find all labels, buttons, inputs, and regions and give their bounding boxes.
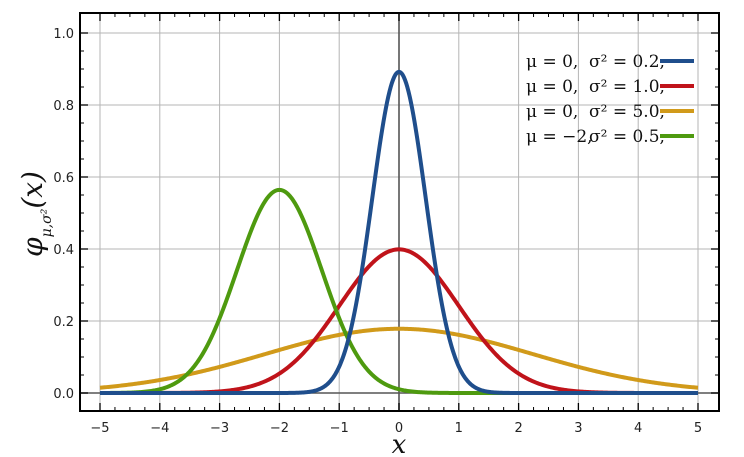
y-axis-title-phi: φ [16, 237, 49, 257]
x-tick-labels: −5 −4 −3 −2 −1 0 1 2 3 4 5 [90, 421, 702, 436]
x-tick-label: −3 [210, 421, 229, 436]
y-tick-label: 0.0 [53, 387, 74, 402]
x-tick-label: 0 [395, 421, 403, 436]
series-line-1 [99, 69, 699, 395]
legend-sigma-label: σ² = 1.0, [589, 77, 665, 97]
y-tick-label: 0.8 [53, 99, 74, 114]
x-axis-title: x [392, 430, 407, 457]
x-tick-label: −1 [330, 421, 349, 436]
y-tick-label: 0.2 [53, 315, 74, 330]
x-tick-label: −4 [150, 421, 169, 436]
series-layer [99, 69, 699, 395]
x-tick-label: −2 [270, 421, 289, 436]
y-axis-title: φμ,σ²(x) [16, 171, 55, 257]
legend-mu-label: μ = 0, [526, 102, 578, 122]
x-tick-label: 1 [455, 421, 463, 436]
legend-mu-label: μ = 0, [526, 77, 578, 97]
x-tick-label: 5 [694, 421, 702, 436]
legend-sigma-label: σ² = 0.5, [589, 127, 665, 147]
y-axis-title-arg: (x) [16, 171, 49, 209]
x-tick-label: 2 [514, 421, 522, 436]
y-tick-label: 0.4 [53, 243, 74, 258]
y-tick-label: 1.0 [53, 27, 74, 42]
x-tick-label: −5 [90, 421, 109, 436]
x-tick-label: 4 [634, 421, 642, 436]
x-tick-label: 3 [574, 421, 582, 436]
legend-mu-label: μ = 0, [526, 52, 578, 72]
y-tick-labels: 0.0 0.2 0.4 0.6 0.8 1.0 [53, 27, 74, 402]
legend-sigma-label: σ² = 0.2, [589, 52, 665, 72]
legend-mu-label: μ = −2, [526, 127, 593, 147]
ticks [80, 13, 719, 411]
series-line-3 [99, 326, 699, 390]
y-axis-title-subscript: μ,σ² [39, 208, 55, 237]
legend-sigma-label: σ² = 5.0, [589, 102, 665, 122]
y-tick-label: 0.6 [53, 171, 74, 186]
legend: μ = 0, σ² = 0.2, μ = 0, σ² = 1.0, μ = 0, σ² =… [526, 52, 694, 147]
